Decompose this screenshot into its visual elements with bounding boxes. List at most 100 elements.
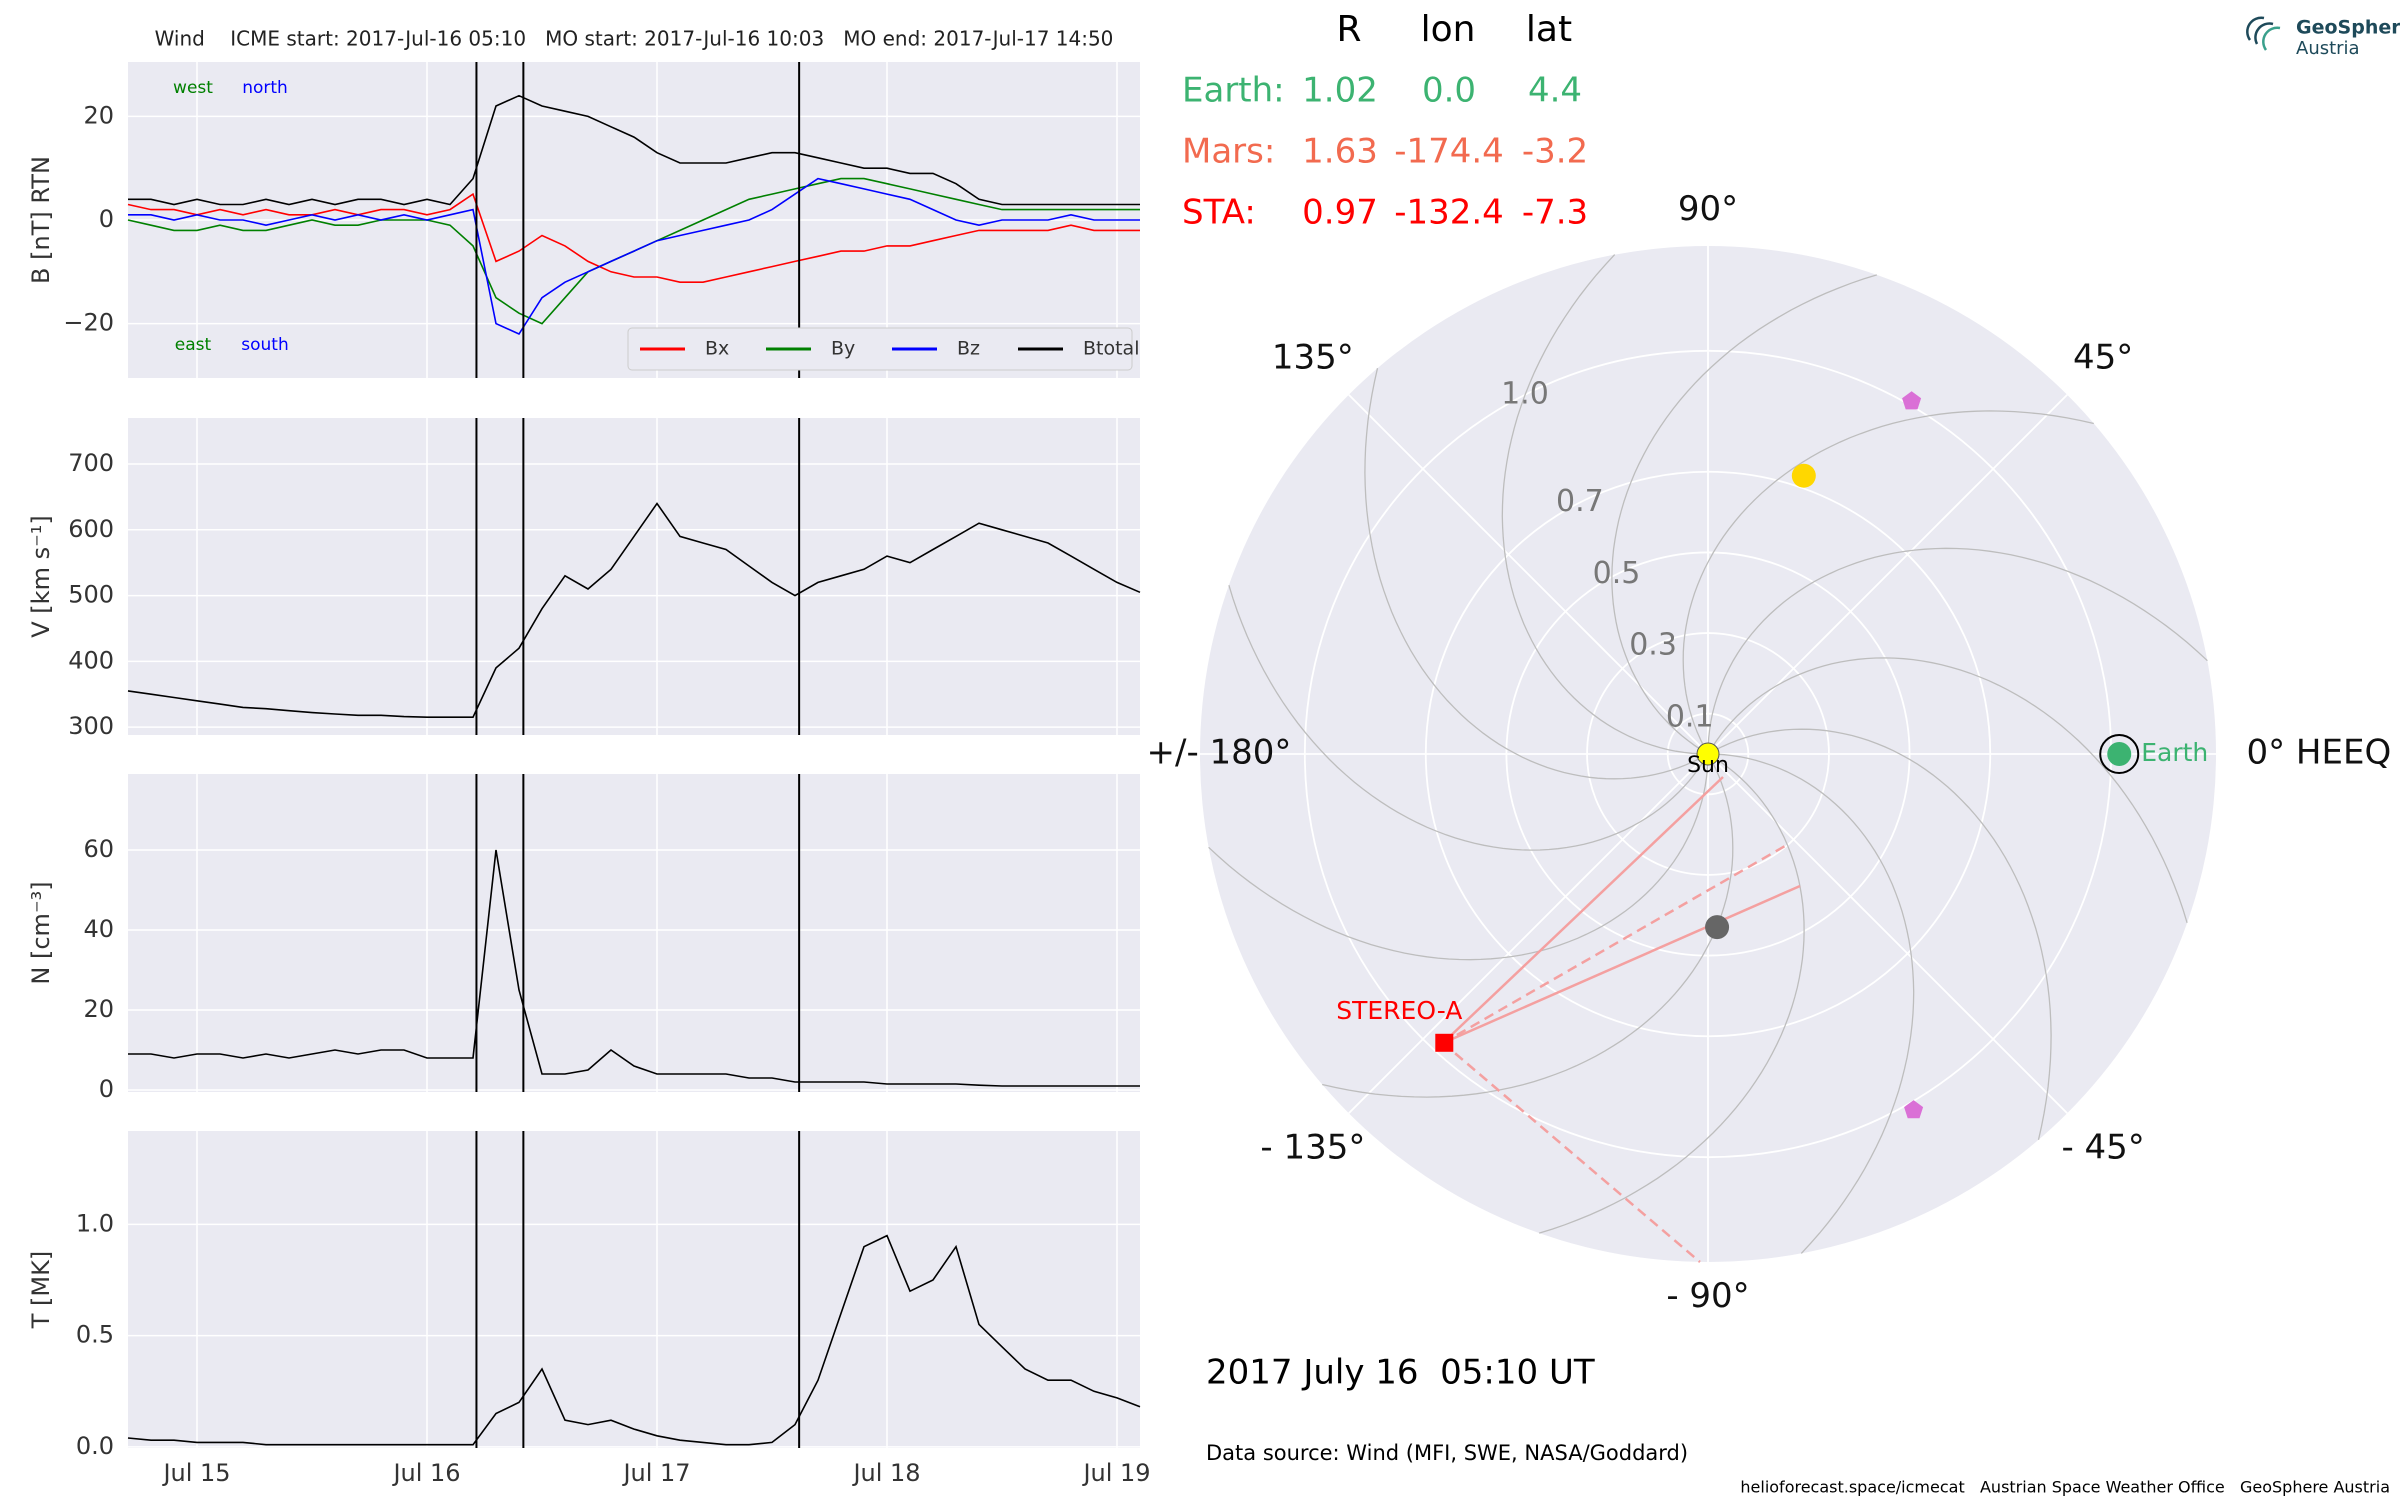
x-tick-label: Jul 18 bbox=[851, 1459, 920, 1487]
y-tick-label: 0.0 bbox=[76, 1432, 114, 1460]
data-line bbox=[128, 849, 1140, 1087]
x-tick-label: Jul 17 bbox=[621, 1459, 690, 1487]
data-line bbox=[127, 192, 1140, 283]
r-tick-label: 0.1 bbox=[1666, 700, 1714, 735]
y-axis-label: T [MK] bbox=[27, 1251, 55, 1329]
parker-spiral bbox=[1707, 753, 1915, 1254]
plot-area bbox=[128, 418, 1140, 735]
table-header: lat bbox=[1526, 9, 1572, 50]
sun-label: Sun bbox=[1687, 753, 1729, 778]
table-r: 1.63 bbox=[1302, 132, 1378, 172]
y-tick-label: 20 bbox=[83, 101, 114, 129]
table-header: R bbox=[1336, 9, 1361, 50]
parker-spiral bbox=[1208, 753, 1709, 961]
r-tick-label: 1.0 bbox=[1501, 376, 1549, 411]
body-marker bbox=[1902, 391, 1922, 410]
parker-spiral bbox=[1682, 410, 2094, 755]
table-row-name: Mars: bbox=[1182, 132, 1275, 172]
table-lat: -7.3 bbox=[1522, 193, 1588, 233]
y-tick-label: 1.0 bbox=[76, 1209, 114, 1237]
body-label: Earth bbox=[2141, 738, 2208, 767]
sta-view-lines bbox=[1442, 776, 1801, 1263]
sta-fov-line bbox=[1442, 884, 1801, 1045]
data-line bbox=[127, 1234, 1141, 1446]
y-tick-label: 400 bbox=[68, 646, 114, 674]
y-tick-label: 0 bbox=[99, 205, 114, 233]
panel-title: Wind ICME start: 2017-Jul-16 05:10 MO st… bbox=[155, 27, 1114, 51]
table-r: 1.02 bbox=[1302, 71, 1378, 111]
y-tick-label: 600 bbox=[68, 515, 114, 543]
sta-fov-line bbox=[1442, 844, 1786, 1045]
theta-tick-label: 135° bbox=[1272, 337, 1354, 377]
table-lon: -132.4 bbox=[1394, 193, 1504, 233]
data-line bbox=[128, 177, 1140, 336]
table-lon: 0.0 bbox=[1422, 71, 1476, 111]
y-tick-label: 0.5 bbox=[76, 1321, 114, 1349]
r-tick-label: 0.5 bbox=[1593, 556, 1641, 591]
legend-box bbox=[627, 327, 1133, 371]
table-row-name: STA: bbox=[1182, 193, 1256, 233]
data-line bbox=[128, 94, 1140, 206]
body-label: STEREO-A bbox=[1336, 996, 1462, 1025]
annotation: south bbox=[241, 335, 288, 355]
table-r: 0.97 bbox=[1302, 193, 1378, 233]
grid-spoke bbox=[1348, 753, 1709, 1114]
plot-area bbox=[128, 774, 1140, 1092]
y-tick-label: 0 bbox=[99, 1075, 114, 1103]
y-axis-label: V [km s⁻¹] bbox=[27, 515, 55, 637]
sta-fov-line bbox=[1442, 776, 1724, 1044]
body-ring bbox=[2099, 734, 2140, 774]
theta-tick-label: +/- 180° bbox=[1147, 733, 1292, 773]
logo-arc bbox=[2254, 22, 2274, 45]
y-tick-label: −20 bbox=[63, 309, 114, 337]
theta-tick-label: 90° bbox=[1678, 189, 1738, 229]
x-tick-label: Jul 19 bbox=[1081, 1459, 1150, 1487]
legend-label: Btotal bbox=[1083, 338, 1139, 360]
legend-label: By bbox=[831, 338, 855, 360]
y-axis-label: B [nT] RTN bbox=[27, 156, 55, 284]
x-tick-label: Jul 15 bbox=[161, 1459, 230, 1487]
annotation: north bbox=[242, 78, 288, 98]
theta-tick-label: 0° HEEQ bbox=[2246, 733, 2391, 773]
x-tick-label: Jul 16 bbox=[391, 1459, 460, 1487]
grid-spoke bbox=[1348, 394, 1709, 755]
parker-spiral bbox=[1364, 368, 1709, 780]
logo-sub: Austria bbox=[2296, 38, 2360, 59]
grid-spoke bbox=[1707, 394, 2068, 755]
y-tick-label: 20 bbox=[83, 995, 114, 1023]
body-marker bbox=[1705, 915, 1730, 940]
body-marker bbox=[1791, 463, 1816, 488]
date-label: 2017 July 16 05:10 UT bbox=[1206, 1353, 1595, 1393]
body-marker bbox=[2107, 742, 2132, 766]
y-tick-label: 300 bbox=[68, 712, 114, 740]
annotation: west bbox=[173, 78, 213, 98]
logo-name: GeoSphere bbox=[2296, 17, 2400, 39]
parker-spiral bbox=[1707, 728, 2052, 1140]
body-marker bbox=[1904, 1100, 1924, 1119]
sta-fov-line bbox=[1442, 1042, 1701, 1263]
theta-tick-label: - 45° bbox=[2061, 1128, 2144, 1168]
y-axis-label: N [cm⁻³] bbox=[27, 881, 55, 984]
parker-spiral bbox=[1539, 753, 1805, 1234]
table-row-name: Earth: bbox=[1182, 71, 1285, 111]
r-tick-label: 0.3 bbox=[1629, 628, 1677, 663]
parker-spiral bbox=[1611, 274, 1877, 755]
parker-spiral bbox=[1322, 753, 1734, 1098]
logo-arc bbox=[2262, 26, 2281, 51]
y-tick-label: 40 bbox=[83, 915, 114, 943]
legend-label: Bx bbox=[705, 338, 729, 360]
table-lon: -174.4 bbox=[1394, 132, 1504, 172]
plot-area bbox=[128, 1131, 1140, 1448]
table-lat: 4.4 bbox=[1528, 71, 1582, 111]
data-source: Data source: Wind (MFI, SWE, NASA/Goddar… bbox=[1206, 1441, 1688, 1465]
parker-spiral bbox=[1228, 585, 1709, 851]
r-tick-label: 0.7 bbox=[1556, 484, 1604, 519]
parker-spiral bbox=[1707, 547, 2208, 755]
legend-label: Bz bbox=[957, 338, 980, 360]
sun bbox=[1696, 742, 1720, 766]
table-lat: -3.2 bbox=[1522, 132, 1588, 172]
parker-spiral bbox=[1501, 254, 1709, 755]
grid-spoke bbox=[1707, 753, 2068, 1114]
